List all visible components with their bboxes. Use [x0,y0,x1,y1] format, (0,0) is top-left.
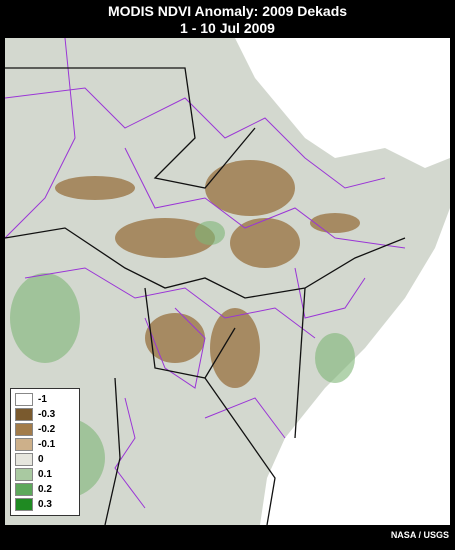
legend-item: -1 [11,392,79,407]
legend-label: -0.1 [38,439,56,450]
legend-swatch [15,468,33,481]
subtitle: 1 - 10 Jul 2009 [180,20,275,36]
admin-boundaries [5,38,406,509]
credit: NASA / USGS [390,530,449,540]
legend-swatch [15,483,33,496]
legend-label: 0.1 [38,469,52,480]
legend-swatch [15,393,33,406]
legend-item: 0 [11,452,79,467]
legend-label: -0.2 [38,424,56,435]
legend-label: 0 [38,454,44,465]
legend-swatch [15,408,33,421]
legend-label: 0.3 [38,499,52,510]
legend-item: 0.2 [11,482,79,497]
legend-swatch [15,438,33,451]
legend-item: 0.1 [11,467,79,482]
legend-swatch [15,453,33,466]
legend-swatch [15,498,33,511]
legend-item: -0.1 [11,437,79,452]
country-borders [5,67,406,525]
legend-swatch [15,423,33,436]
drought-patches [55,160,360,388]
legend-label: -0.3 [38,409,56,420]
indian-ocean [260,208,450,525]
legend-label: 0.2 [38,484,52,495]
legend-item: -0.3 [11,407,79,422]
legend-item: 0.3 [11,497,79,512]
legend: -1 -0.3 -0.2 -0.1 0 0.1 0.2 0.3 [10,388,80,516]
title: MODIS NDVI Anomaly: 2009 Dekads [107,3,348,19]
legend-label: -1 [38,394,47,405]
legend-item: -0.2 [11,422,79,437]
red-sea [235,38,450,168]
